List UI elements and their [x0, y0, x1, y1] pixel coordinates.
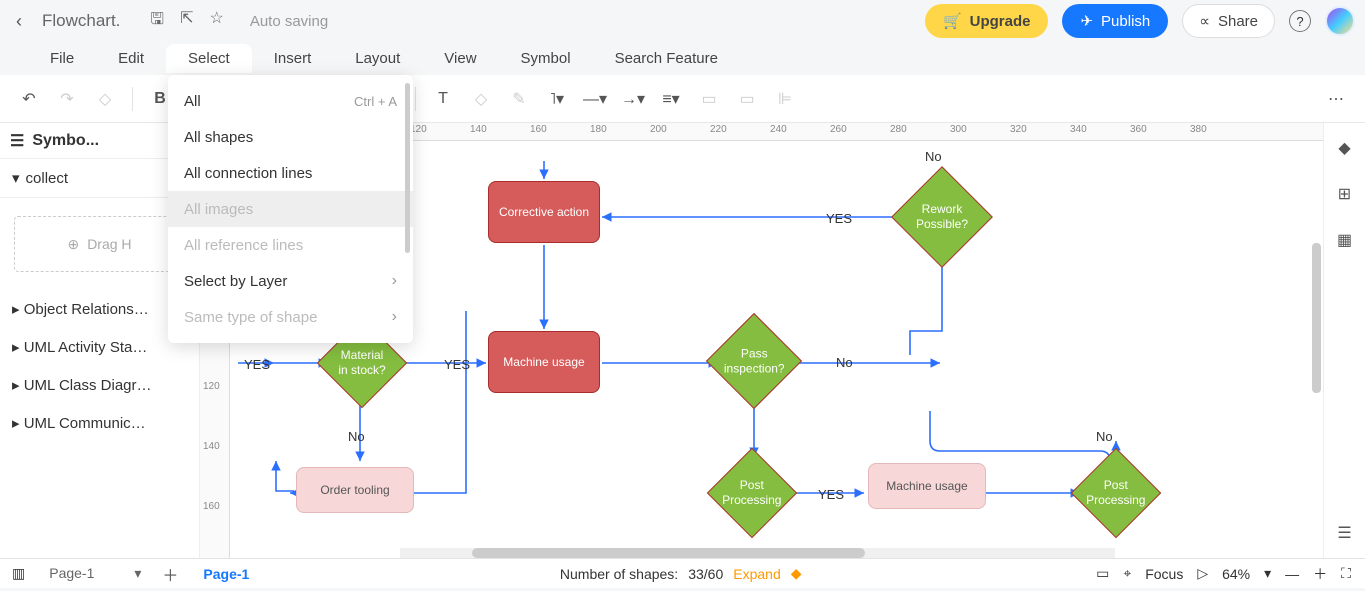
more-icon[interactable]: ⋯: [1319, 82, 1353, 116]
line-style-icon[interactable]: —▾: [578, 82, 612, 116]
drag-label: Drag H: [87, 236, 131, 252]
titlebar: ‹ Flowchart. 🖫 ⇱ ☆ Auto saving 🛒 Upgrade…: [0, 0, 1365, 42]
doc-title: Flowchart.: [42, 11, 120, 31]
fill-tool-icon[interactable]: ◆: [1330, 133, 1360, 163]
fill-icon[interactable]: ◇: [464, 82, 498, 116]
edge-label-no_pass: No: [836, 355, 853, 370]
right-rail: ◆ ⊞ ▦ ☰: [1323, 123, 1365, 558]
node-post1[interactable]: Post Processing: [707, 448, 798, 539]
menu-select[interactable]: Select: [166, 44, 252, 73]
avatar[interactable]: [1325, 6, 1355, 36]
bring-front-icon[interactable]: ▭: [692, 82, 726, 116]
sep: [415, 87, 416, 111]
share-button[interactable]: ∝ Share: [1182, 4, 1275, 38]
redo-icon[interactable]: ↷: [50, 82, 84, 116]
horizontal-scrollbar[interactable]: [400, 548, 1115, 558]
line-weight-icon[interactable]: ≡▾: [654, 82, 688, 116]
settings-icon[interactable]: ⊞: [1330, 179, 1360, 209]
zoom-in-icon[interactable]: ＋: [1313, 564, 1327, 584]
drag-zone[interactable]: ⊕ Drag H: [14, 216, 185, 272]
upgrade-label: Upgrade: [970, 13, 1031, 30]
connector-icon[interactable]: ˥▾: [540, 82, 574, 116]
diamond-icon: ◆: [791, 565, 802, 582]
menu-item-all[interactable]: AllCtrl + A: [168, 83, 413, 119]
text-icon[interactable]: T: [426, 82, 460, 116]
publish-label: Publish: [1101, 13, 1150, 30]
dropdown-scrollbar[interactable]: [405, 83, 410, 253]
menu-item-select-by-layer[interactable]: Select by Layer: [168, 263, 413, 299]
edge-label-yes_post: YES: [818, 487, 844, 502]
menu-symbol[interactable]: Symbol: [499, 44, 593, 73]
menu-item-all-images: All images: [168, 191, 413, 227]
menu-layout[interactable]: Layout: [333, 44, 422, 73]
add-page-button[interactable]: ＋: [153, 557, 187, 591]
edge-label-yes_mach: YES: [444, 357, 470, 372]
edge-label-no_post2: No: [1096, 429, 1113, 444]
vertical-scrollbar[interactable]: [1312, 243, 1321, 393]
format-painter-icon[interactable]: ◇: [88, 82, 122, 116]
node-corrective[interactable]: Corrective action: [488, 181, 600, 243]
expand-link[interactable]: Expand: [733, 566, 780, 582]
menubar: FileEditSelectInsertLayoutViewSymbolSear…: [0, 42, 1365, 75]
titlebar-right: 🛒 Upgrade ✈ Publish ∝ Share ?: [925, 4, 1355, 38]
menu-item-same-type-of-shape: Same type of shape: [168, 299, 413, 335]
send-back-icon[interactable]: ▭: [730, 82, 764, 116]
arrow-icon[interactable]: →▾: [616, 82, 650, 116]
select-menu-dropdown: AllCtrl + AAll shapesAll connection line…: [168, 75, 413, 343]
fit-icon[interactable]: ⌖: [1123, 565, 1131, 582]
align-obj-icon[interactable]: ⊫: [768, 82, 802, 116]
grid-icon[interactable]: ▦: [1330, 225, 1360, 255]
collect-label: collect: [26, 170, 69, 187]
node-machine2[interactable]: Machine usage: [868, 463, 986, 509]
outline-icon[interactable]: ▥: [0, 565, 37, 582]
publish-button[interactable]: ✈ Publish: [1062, 4, 1168, 38]
page-selector[interactable]: Page-1▾: [37, 565, 153, 582]
sep: [132, 87, 133, 111]
menu-view[interactable]: View: [422, 44, 498, 73]
title-icons: 🖫 ⇱ ☆: [150, 8, 223, 35]
zoom-level[interactable]: 64%: [1222, 566, 1250, 582]
shapes-label: Number of shapes:: [560, 566, 678, 582]
zoom-out-icon[interactable]: —: [1285, 566, 1299, 582]
save-icon[interactable]: 🖫: [150, 8, 164, 35]
line-color-icon[interactable]: ✎: [502, 82, 536, 116]
focus-label[interactable]: Focus: [1145, 566, 1183, 582]
node-machine1[interactable]: Machine usage: [488, 331, 600, 393]
export-icon[interactable]: ⇱: [180, 8, 193, 35]
menu-search-feature[interactable]: Search Feature: [593, 44, 740, 73]
page-tab[interactable]: Page-1: [187, 566, 265, 582]
autosave-label: Auto saving: [250, 13, 328, 30]
panel-title: Symbo...: [32, 132, 99, 150]
menu-insert[interactable]: Insert: [252, 44, 334, 73]
edge-label-yes_mat: YES: [244, 357, 270, 372]
menu-file[interactable]: File: [28, 44, 96, 73]
statusbar: ▥ Page-1▾ ＋ Page-1 Number of shapes: 33/…: [0, 558, 1365, 588]
undo-icon[interactable]: ↶: [12, 82, 46, 116]
star-icon[interactable]: ☆: [209, 8, 223, 35]
edge-label-yes_left: YES: [826, 211, 852, 226]
shapes-count: 33/60: [688, 566, 723, 582]
menu-edit[interactable]: Edit: [96, 44, 166, 73]
sidebar-item-uml-communic[interactable]: ▸ UML Communic…: [0, 404, 199, 442]
menu-item-all-reference-lines: All reference lines: [168, 227, 413, 263]
back-icon[interactable]: ‹: [10, 7, 28, 36]
library-icon: ☰: [10, 131, 24, 151]
presentation-icon[interactable]: ▭: [1096, 565, 1109, 582]
upgrade-button[interactable]: 🛒 Upgrade: [925, 4, 1049, 38]
node-post2[interactable]: Post Processing: [1071, 448, 1162, 539]
fullscreen-icon[interactable]: ⛶: [1341, 565, 1351, 582]
edge-label-no_mat: No: [348, 429, 365, 444]
panel-toggle-icon[interactable]: ☰: [1330, 518, 1360, 548]
help-icon[interactable]: ?: [1289, 10, 1311, 32]
play-icon[interactable]: ▷: [1197, 565, 1208, 582]
node-order[interactable]: Order tooling: [296, 467, 414, 513]
share-label: Share: [1218, 13, 1258, 30]
node-pass[interactable]: Pass inspection?: [706, 313, 802, 409]
menu-item-all-shapes[interactable]: All shapes: [168, 119, 413, 155]
edge-label-no_top: No: [925, 149, 942, 164]
node-rework[interactable]: Rework Possible?: [891, 166, 993, 268]
sidebar-item-uml-class-di[interactable]: ▸ UML Class Diagr…: [0, 366, 199, 404]
menu-item-all-connection-lines[interactable]: All connection lines: [168, 155, 413, 191]
